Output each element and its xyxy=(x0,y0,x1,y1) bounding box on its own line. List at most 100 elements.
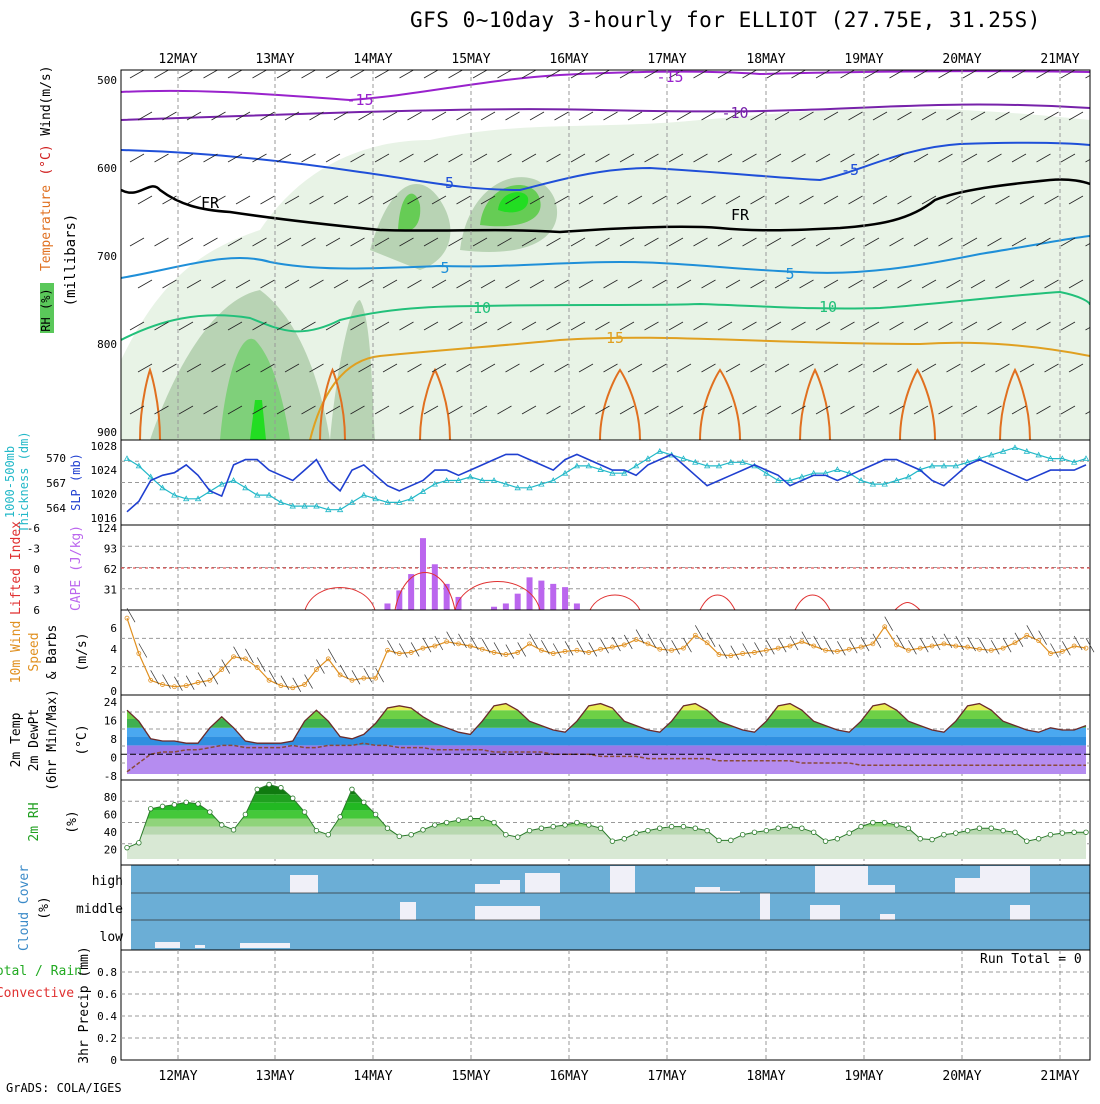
precip-ytick: 0.2 xyxy=(97,1032,117,1045)
rh-point xyxy=(918,836,923,841)
lifted-index-line xyxy=(795,595,830,610)
axis-label: 2m RH xyxy=(27,802,42,841)
axis-label: CAPE (J/kg) xyxy=(69,525,84,611)
temp-band xyxy=(121,754,1090,774)
credit: GrADS: COLA/IGES xyxy=(6,1081,122,1095)
axis-label: 3hr Precip (mm) xyxy=(77,946,92,1063)
wind-barb xyxy=(351,70,365,78)
wind-barb xyxy=(204,70,218,78)
contour-label-m15: -15 xyxy=(656,68,683,86)
lifted-ytick: 3 xyxy=(33,584,40,597)
contour-label-p10: 10 xyxy=(819,298,837,316)
axis-label: RH (%) xyxy=(39,288,53,331)
wind-barb xyxy=(179,70,193,78)
cape-ytick: 93 xyxy=(104,543,117,556)
wind-barb xyxy=(498,70,512,78)
contour-label-p10: 10 xyxy=(473,299,491,317)
cloud-block xyxy=(980,866,1030,893)
cape-ytick: 31 xyxy=(104,584,117,597)
day-label-top: 14MAY xyxy=(353,52,392,67)
wind-barb xyxy=(130,238,144,246)
thickness-point xyxy=(125,456,130,461)
slp-thick-ytick: 567 xyxy=(46,477,66,490)
rh-point xyxy=(1025,839,1030,844)
axis-label: (°C) xyxy=(39,144,54,175)
rh-point xyxy=(385,826,390,831)
day-label-bottom: 16MAY xyxy=(549,1069,588,1084)
rh-point xyxy=(646,828,651,833)
cape-bar xyxy=(538,581,544,610)
rh-point xyxy=(492,820,497,825)
rh-point xyxy=(989,826,994,831)
run-total: Run Total = 0 xyxy=(980,952,1082,967)
rh-point xyxy=(421,828,426,833)
wind-ytick: 6 xyxy=(110,622,117,635)
rh-point xyxy=(504,832,509,837)
rh-point xyxy=(255,787,260,792)
rh-point xyxy=(634,831,639,836)
cape-ytick: 124 xyxy=(97,522,117,535)
day-label-top: 21MAY xyxy=(1040,52,1079,67)
day-label-bottom: 15MAY xyxy=(451,1069,490,1084)
temp-contour-m15 xyxy=(121,71,1090,100)
rh-point xyxy=(942,832,947,837)
cloud-level-label: low xyxy=(100,930,124,945)
rh-point xyxy=(729,838,734,843)
wind-barb xyxy=(261,196,275,204)
wind-barb xyxy=(302,154,316,162)
cloud-block xyxy=(500,880,520,893)
rh-point xyxy=(657,826,662,831)
rh-point xyxy=(835,836,840,841)
axis-label: (%) xyxy=(37,896,52,919)
day-label-bottom: 21MAY xyxy=(1040,1069,1079,1084)
rh-fill xyxy=(121,778,1090,859)
rh-ytick: 60 xyxy=(104,809,117,822)
rh-point xyxy=(847,831,852,836)
wind-barb xyxy=(408,112,422,120)
wind-barb xyxy=(277,154,291,162)
axis-label: & Barbs xyxy=(45,625,60,680)
cloud-block xyxy=(1010,905,1030,920)
rh-point xyxy=(1036,836,1041,841)
rh-point xyxy=(705,828,710,833)
temp-ytick: -8 xyxy=(104,770,117,783)
wind-barb xyxy=(383,112,397,120)
temp-band xyxy=(121,737,1090,746)
wind-barb xyxy=(204,238,218,246)
wind-barb xyxy=(702,112,716,120)
day-label-bottom: 13MAY xyxy=(255,1069,294,1084)
wind-barb xyxy=(138,280,152,288)
lifted-index-line xyxy=(895,603,920,611)
day-label-bottom: 18MAY xyxy=(746,1069,785,1084)
rh-ytick: 80 xyxy=(104,791,117,804)
contour-label-p5: 5 xyxy=(440,259,449,277)
wind-barb xyxy=(1094,112,1100,120)
cape-bar xyxy=(420,538,426,610)
temp-ytick: 8 xyxy=(110,733,117,746)
contour-label-fr: FR xyxy=(731,206,750,224)
axis-label: (°C) xyxy=(75,724,90,755)
axis-label: Speed xyxy=(27,632,42,671)
axis-label: SLP (mb) xyxy=(69,453,83,511)
lifted-ytick: -3 xyxy=(27,543,40,556)
rh-point xyxy=(811,830,816,835)
cape-bar xyxy=(562,587,568,610)
lifted-index-line xyxy=(590,595,640,610)
rh-point xyxy=(871,820,876,825)
temp-fill xyxy=(121,697,1090,774)
wind-panel-frame xyxy=(121,610,1090,695)
temp-band xyxy=(121,710,1090,719)
day-label-bottom: 20MAY xyxy=(942,1069,981,1084)
cloud-block xyxy=(475,884,500,893)
cloud-level-label: high xyxy=(92,874,123,889)
temp-ytick: 16 xyxy=(104,715,117,728)
rh-point xyxy=(480,816,485,821)
rh-band xyxy=(121,802,1090,810)
slp-thick-ytick: 564 xyxy=(46,502,66,515)
wind-barb xyxy=(130,70,144,78)
wind-barb xyxy=(375,70,389,78)
rh-point xyxy=(717,838,722,843)
wind-barb xyxy=(1094,364,1100,372)
lifted-ytick: 6 xyxy=(33,604,40,617)
rh-point xyxy=(1013,830,1018,835)
